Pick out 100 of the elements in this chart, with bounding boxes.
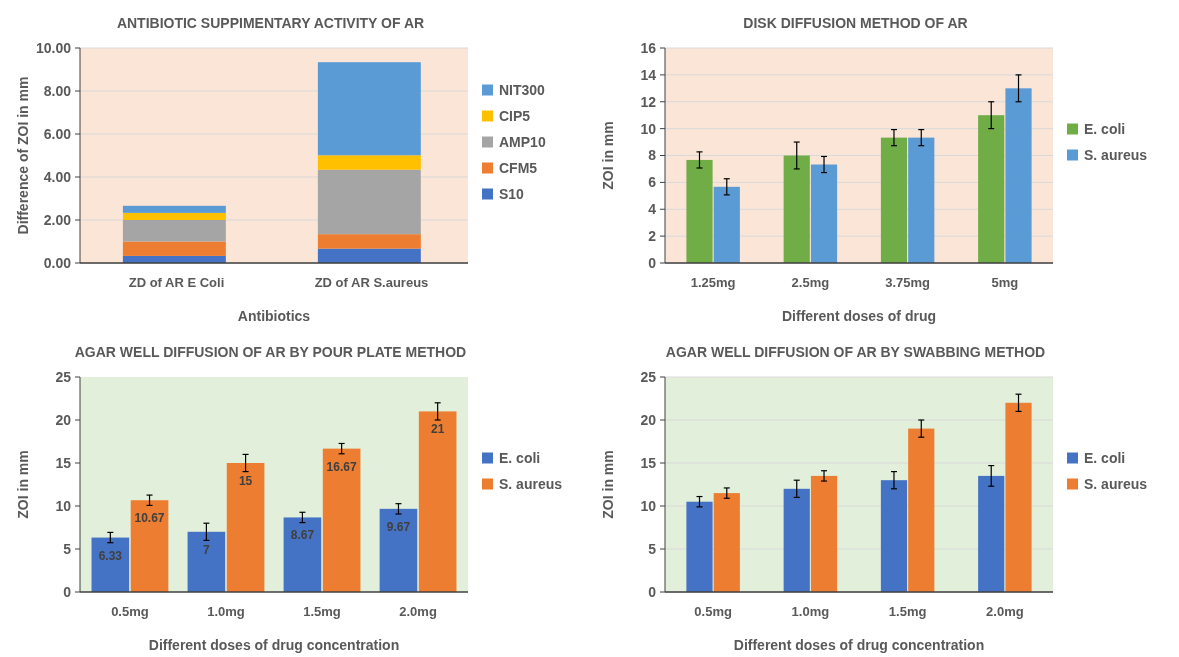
bar: [322, 448, 361, 592]
y-tick-label: 4: [648, 201, 657, 218]
y-tick-label: 20: [640, 411, 657, 428]
x-tick-label: 1.5mg: [888, 604, 927, 619]
legend-label: S. aureus: [499, 476, 563, 493]
y-tick-label: 5: [63, 540, 72, 557]
y-tick-label: 0.00: [43, 254, 72, 271]
bar: [130, 500, 169, 592]
y-tick-label: 2.00: [43, 211, 72, 228]
legend-label: E. coli: [1084, 121, 1126, 138]
bar: [978, 115, 1005, 263]
y-tick-label: 4.00: [43, 168, 72, 185]
bar: [317, 155, 421, 170]
y-tick-label: 15: [640, 454, 657, 471]
bar: [226, 463, 265, 592]
x-tick-label: 2.0mg: [986, 604, 1024, 619]
bar: [187, 531, 226, 592]
x-tick-label: 2.5mg: [791, 275, 830, 290]
data-label: 6.33: [98, 548, 123, 563]
bar: [908, 137, 935, 263]
bar: [91, 537, 130, 592]
bar: [713, 493, 740, 592]
bar: [713, 186, 740, 263]
y-tick-label: 14: [640, 66, 657, 83]
y-tick-label: 12: [640, 93, 657, 110]
y-tick-label: 10: [55, 497, 72, 514]
bar: [783, 488, 810, 592]
data-label: 21: [430, 422, 445, 437]
x-tick-label: ZD of AR E Coli: [128, 275, 225, 290]
bar: [1005, 402, 1032, 592]
x-tick-label: 1.25mg: [690, 275, 736, 290]
y-tick-label: 16: [640, 39, 657, 56]
y-tick-label: 20: [55, 411, 72, 428]
x-axis-title: Different doses of drug concentration: [733, 637, 985, 653]
bar: [317, 234, 421, 249]
legend-label: CFM5: [499, 160, 538, 177]
legend-label: CIP5: [499, 108, 531, 125]
x-tick-label: 1.0mg: [791, 604, 830, 619]
x-tick-label: 0.5mg: [694, 604, 732, 619]
bar: [122, 212, 226, 220]
bar: [783, 155, 810, 263]
y-tick-label: 10.00: [35, 39, 72, 56]
x-tick-label: 1.5mg: [303, 604, 341, 619]
bar: [317, 62, 421, 156]
bar: [283, 517, 322, 592]
data-label: 15: [238, 474, 253, 488]
y-tick-label: 8: [648, 147, 657, 164]
y-tick-label: 2: [648, 228, 657, 245]
y-tick-label: 8.00: [43, 82, 72, 99]
x-tick-label: 1.0mg: [207, 604, 245, 619]
data-label: 9.67: [386, 519, 411, 534]
y-tick-label: 0: [63, 583, 72, 600]
y-tick-label: 25: [640, 368, 657, 385]
y-tick-label: 0: [648, 583, 657, 600]
bar: [880, 137, 908, 263]
y-tick-label: 0: [648, 254, 657, 271]
data-label: 10.67: [134, 511, 165, 526]
legend-label: S. aureus: [1084, 147, 1148, 164]
x-tick-label: 3.75mg: [885, 275, 931, 290]
legend-label: S10: [499, 186, 525, 203]
bar: [880, 480, 908, 592]
bar: [810, 475, 838, 592]
y-tick-label: 10: [640, 497, 657, 514]
legend-label: AMP10: [499, 134, 546, 151]
legend-label: E. coli: [1084, 450, 1126, 467]
y-tick-label: 6: [648, 174, 657, 191]
bar: [418, 411, 457, 592]
bar: [317, 169, 421, 235]
legend-label: E. coli: [499, 450, 541, 467]
data-label: 16.67: [326, 459, 357, 474]
x-axis-title: Different doses of drug concentration: [148, 637, 400, 653]
y-tick-label: 25: [55, 368, 72, 385]
x-tick-label: 5mg: [991, 275, 1019, 290]
y-tick-label: 6.00: [43, 125, 72, 142]
x-tick-label: ZD of AR S.aureus: [314, 275, 429, 290]
bar: [379, 508, 418, 592]
y-axis-title: ZOI in mm: [600, 121, 616, 190]
y-axis-title: ZOI in mm: [15, 450, 31, 519]
y-axis-title: Difference of ZOI in mm: [15, 76, 31, 235]
bar: [1005, 88, 1032, 263]
bar: [122, 220, 226, 242]
bar: [810, 164, 838, 263]
bar: [978, 475, 1005, 592]
bar: [686, 501, 713, 592]
data-label: 7: [203, 542, 211, 557]
chart-title: ANTIBIOTIC SUPPIMENTARY ACTIVITY OF AR: [116, 15, 425, 31]
x-tick-label: 0.5mg: [111, 604, 149, 619]
x-tick-label: 2.0mg: [399, 604, 437, 619]
chart-title: DISK DIFFUSION METHOD OF AR: [743, 15, 968, 31]
bar: [317, 248, 421, 263]
legend-label: NIT300: [499, 82, 546, 99]
chart-title: AGAR WELL DIFFUSION OF AR BY POUR PLATE METHOD: [74, 344, 467, 360]
x-axis-title: Antibiotics: [237, 308, 311, 324]
y-tick-label: 15: [55, 454, 72, 471]
bar: [908, 428, 935, 592]
y-axis-title: ZOI in mm: [600, 450, 616, 519]
bar: [686, 159, 713, 263]
chart-title: AGAR WELL DIFFUSION OF AR BY SWABBING METHOD: [665, 344, 1046, 360]
data-label: 8.67: [290, 528, 315, 543]
x-axis-title: Different doses of drug: [781, 308, 937, 324]
